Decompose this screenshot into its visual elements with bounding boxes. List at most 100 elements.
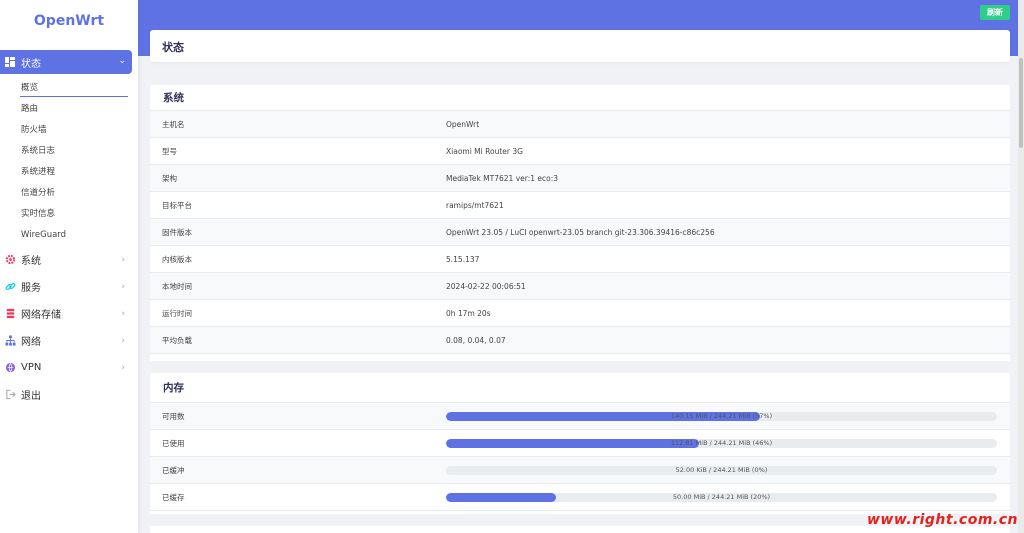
submenu-item-processes[interactable]: 系统进程	[21, 167, 56, 177]
table-row: 架构 MediaTek MT7621 ver:1 eco:3	[150, 165, 1010, 192]
table-row: 内核版本 5.15.137	[150, 246, 1010, 273]
row-value: ramips/mt7621	[446, 200, 504, 210]
table-row: 已使用 112.81 MiB / 244.21 MiB (46%)	[150, 430, 1010, 457]
active-submenu-underline	[20, 96, 128, 97]
sidebar-item-label: 网络	[21, 337, 41, 348]
row-value: 0.08, 0.04, 0.07	[446, 335, 506, 345]
sidebar-item-label: 系统	[21, 256, 41, 267]
sidebar-item-label: 服务	[21, 283, 41, 294]
row-value: 2024-02-22 00:06:51	[446, 281, 526, 291]
table-row: 主机名 OpenWrt	[150, 111, 1010, 138]
chevron-right-icon: ›	[121, 281, 125, 292]
section-spacer	[150, 514, 1010, 526]
sidebar-item-label: 状态	[21, 58, 41, 70]
row-key: 已缓冲	[162, 465, 185, 475]
sidebar-item-label: VPN	[21, 362, 42, 373]
page-scrollbar[interactable]	[1018, 0, 1024, 533]
row-key: 型号	[162, 146, 177, 156]
section-spacer	[150, 361, 1010, 373]
row-value: OpenWrt	[446, 119, 480, 129]
progress-text: 112.81 MiB / 244.21 MiB (46%)	[670, 439, 773, 447]
sidebar-item-network[interactable]: 网络 ›	[0, 327, 138, 354]
row-key: 可用数	[162, 411, 185, 421]
sidebar-item-system[interactable]: 系统 ›	[0, 246, 138, 273]
submenu-item-syslog[interactable]: 系统日志	[21, 146, 56, 156]
scrollbar-thumb[interactable]	[1019, 58, 1023, 148]
system-table: 主机名 OpenWrt 型号 Xiaomi Mi Router 3G 架构 Media…	[150, 111, 1010, 354]
chevron-down-icon: ⌄	[118, 56, 126, 66]
row-key: 本地时间	[162, 281, 192, 291]
table-row: 运行时间 0h 17m 20s	[150, 300, 1010, 327]
memory-table: 可用数 140.15 MiB / 244.21 MiB (57%) 已使用 11…	[150, 403, 1010, 511]
row-value: 0h 17m 20s	[446, 308, 491, 318]
status-submenu: 概览 路由 防火墙 系统日志 系统进程 信道分析 实时信息 WireGuard	[21, 78, 126, 246]
sidebar-item-nas[interactable]: 网络存储 ›	[0, 300, 138, 327]
sidebar-item-label: 网络存储	[21, 310, 61, 321]
storage-icon	[4, 308, 16, 320]
sidebar-item-logout[interactable]: 退出	[0, 381, 138, 408]
chevron-right-icon: ›	[121, 308, 125, 319]
submenu-item-wireguard[interactable]: WireGuard	[21, 230, 67, 240]
refresh-button[interactable]: 刷新	[980, 5, 1010, 20]
table-row: 可用数 140.15 MiB / 244.21 MiB (57%)	[150, 403, 1010, 430]
row-key: 运行时间	[162, 308, 192, 318]
submenu-item-firewall[interactable]: 防火墙	[21, 125, 47, 135]
table-row: 目标平台 ramips/mt7621	[150, 192, 1010, 219]
chevron-right-icon: ›	[121, 335, 125, 346]
main-menu: 系统 › 服务 › 网络存储 › 网络 ›	[0, 246, 138, 408]
table-row: 已缓冲 52.00 KiB / 244.21 MiB (0%)	[150, 457, 1010, 484]
row-value: 5.15.137	[446, 254, 480, 264]
row-key: 已缓存	[162, 492, 185, 502]
progress-bar: 50.00 MiB / 244.21 MiB (20%)	[446, 493, 997, 502]
vpn-icon	[4, 362, 16, 374]
progress-bar: 112.81 MiB / 244.21 MiB (46%)	[446, 439, 997, 448]
table-row: 本地时间 2024-02-22 00:06:51	[150, 273, 1010, 300]
submenu-item-routes[interactable]: 路由	[21, 104, 39, 114]
row-key: 已使用	[162, 438, 185, 448]
dashboard-icon	[5, 57, 15, 67]
watermark: www.right.com.cn	[866, 512, 1018, 528]
section-spacer	[150, 70, 1010, 85]
progress-text: 50.00 MiB / 244.21 MiB (20%)	[672, 493, 771, 501]
chevron-right-icon: ›	[121, 254, 125, 265]
section-title: 内存	[150, 373, 1010, 403]
progress-text: 140.15 MiB / 244.21 MiB (57%)	[670, 412, 773, 420]
submenu-item-realtime[interactable]: 实时信息	[21, 209, 56, 219]
chevron-right-icon: ›	[121, 362, 125, 373]
row-key: 固件版本	[162, 227, 192, 237]
table-row: 已缓存 50.00 MiB / 244.21 MiB (20%)	[150, 484, 1010, 511]
link-icon	[4, 281, 16, 293]
progress-text: 52.00 KiB / 244.21 MiB (0%)	[675, 466, 768, 474]
row-key: 平均负载	[162, 335, 192, 345]
sidebar-item-label: 退出	[21, 391, 41, 402]
logout-icon	[4, 389, 16, 401]
page-title: 状态	[162, 41, 184, 54]
submenu-item-overview[interactable]: 概览	[21, 83, 39, 93]
row-value: OpenWrt 23.05 / LuCI openwrt-23.05 branc…	[446, 227, 715, 237]
row-value: Xiaomi Mi Router 3G	[446, 146, 523, 156]
brand-logo[interactable]: OpenWrt	[33, 13, 105, 29]
row-key: 主机名	[162, 119, 185, 129]
table-row: 型号 Xiaomi Mi Router 3G	[150, 138, 1010, 165]
progress-fill	[446, 412, 761, 421]
sidebar-item-services[interactable]: 服务 ›	[0, 273, 138, 300]
system-section: 系统 主机名 OpenWrt 型号 Xiaomi Mi Router 3G 架构 Me…	[150, 85, 1010, 354]
row-key: 目标平台	[162, 200, 192, 210]
gear-icon	[4, 254, 16, 266]
memory-section: 内存 可用数 140.15 MiB / 244.21 MiB (57%) 已使用…	[150, 373, 1010, 511]
network-icon	[4, 335, 16, 347]
progress-bar: 52.00 KiB / 244.21 MiB (0%)	[446, 466, 997, 475]
main-content: 系统 主机名 OpenWrt 型号 Xiaomi Mi Router 3G 架构 Me…	[150, 70, 1010, 533]
table-row: 固件版本 OpenWrt 23.05 / LuCI openwrt-23.05 b…	[150, 219, 1010, 246]
page-title-card: 状态	[150, 30, 1010, 62]
progress-bar: 140.15 MiB / 244.21 MiB (57%)	[446, 412, 997, 421]
sidebar-item-status[interactable]: 状态 ⌄	[0, 50, 132, 74]
progress-fill	[446, 439, 700, 448]
table-row: 平均负载 0.08, 0.04, 0.07	[150, 327, 1010, 354]
sidebar-item-vpn[interactable]: VPN ›	[0, 354, 138, 381]
progress-fill	[446, 493, 557, 502]
sidebar: OpenWrt 状态 ⌄ 概览 路由 防火墙 系统日志 系统进程 信道分析 实时…	[0, 0, 138, 533]
row-value: MediaTek MT7621 ver:1 eco:3	[446, 173, 559, 183]
submenu-item-channel-analysis[interactable]: 信道分析	[21, 188, 56, 198]
row-key: 架构	[162, 173, 177, 183]
